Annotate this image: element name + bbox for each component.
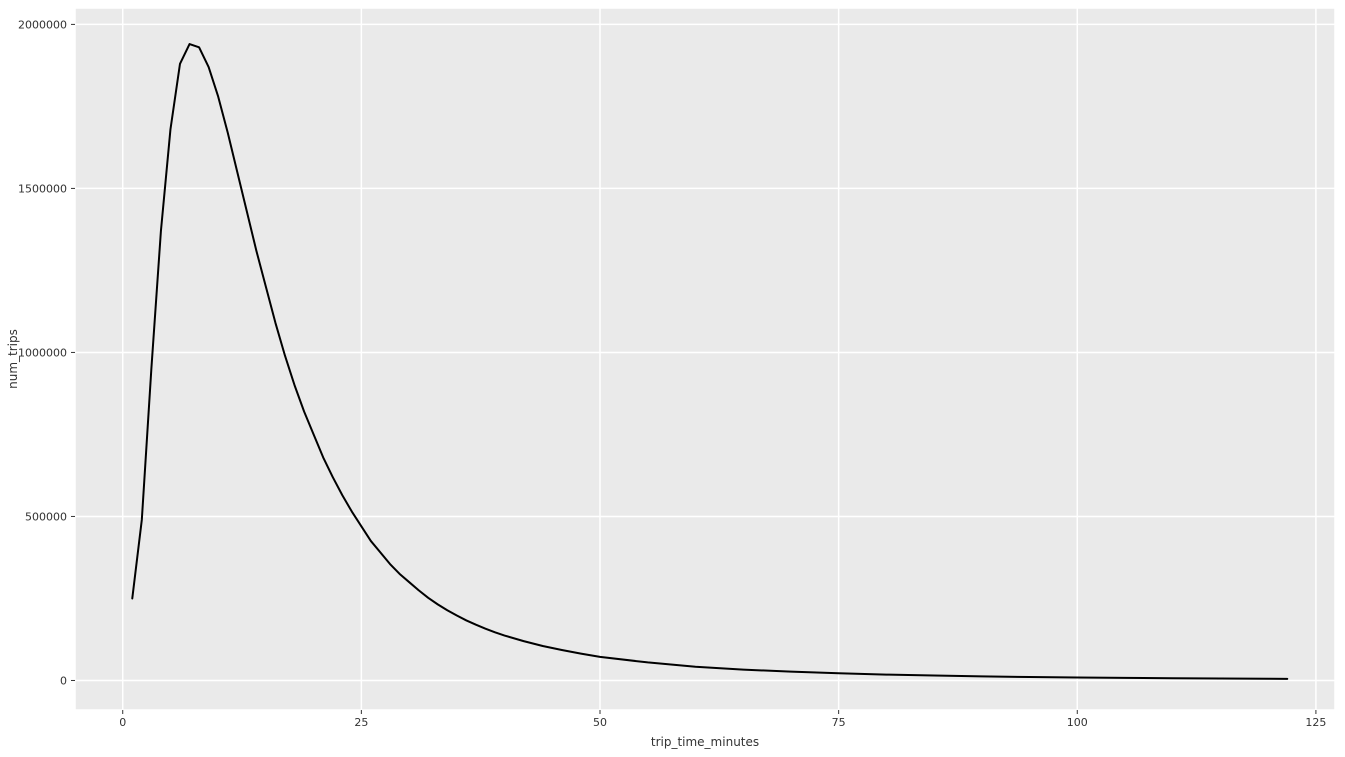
y-tick-label: 500000 [25, 510, 67, 523]
y-tick-label: 1000000 [18, 346, 67, 359]
y-tick-label: 2000000 [18, 18, 67, 31]
line-chart: 0 25 50 75 100 125 0 500000 1000000 1500000 200000… [0, 0, 1345, 757]
y-tick-label: 0 [60, 674, 67, 687]
x-axis-label: trip_time_minutes [651, 735, 759, 749]
chart-container: 0 25 50 75 100 125 0 500000 1000000 1500000 200000… [0, 0, 1345, 757]
x-tick-label: 25 [354, 716, 368, 729]
x-tick-label: 100 [1067, 716, 1088, 729]
x-tick-label: 0 [119, 716, 126, 729]
x-tick-label: 125 [1305, 716, 1326, 729]
y-tick-label: 1500000 [18, 182, 67, 195]
x-tick-label: 50 [593, 716, 607, 729]
plot-bg [75, 8, 1335, 710]
x-tick-label: 75 [832, 716, 846, 729]
y-axis-label: num_trips [6, 329, 20, 389]
